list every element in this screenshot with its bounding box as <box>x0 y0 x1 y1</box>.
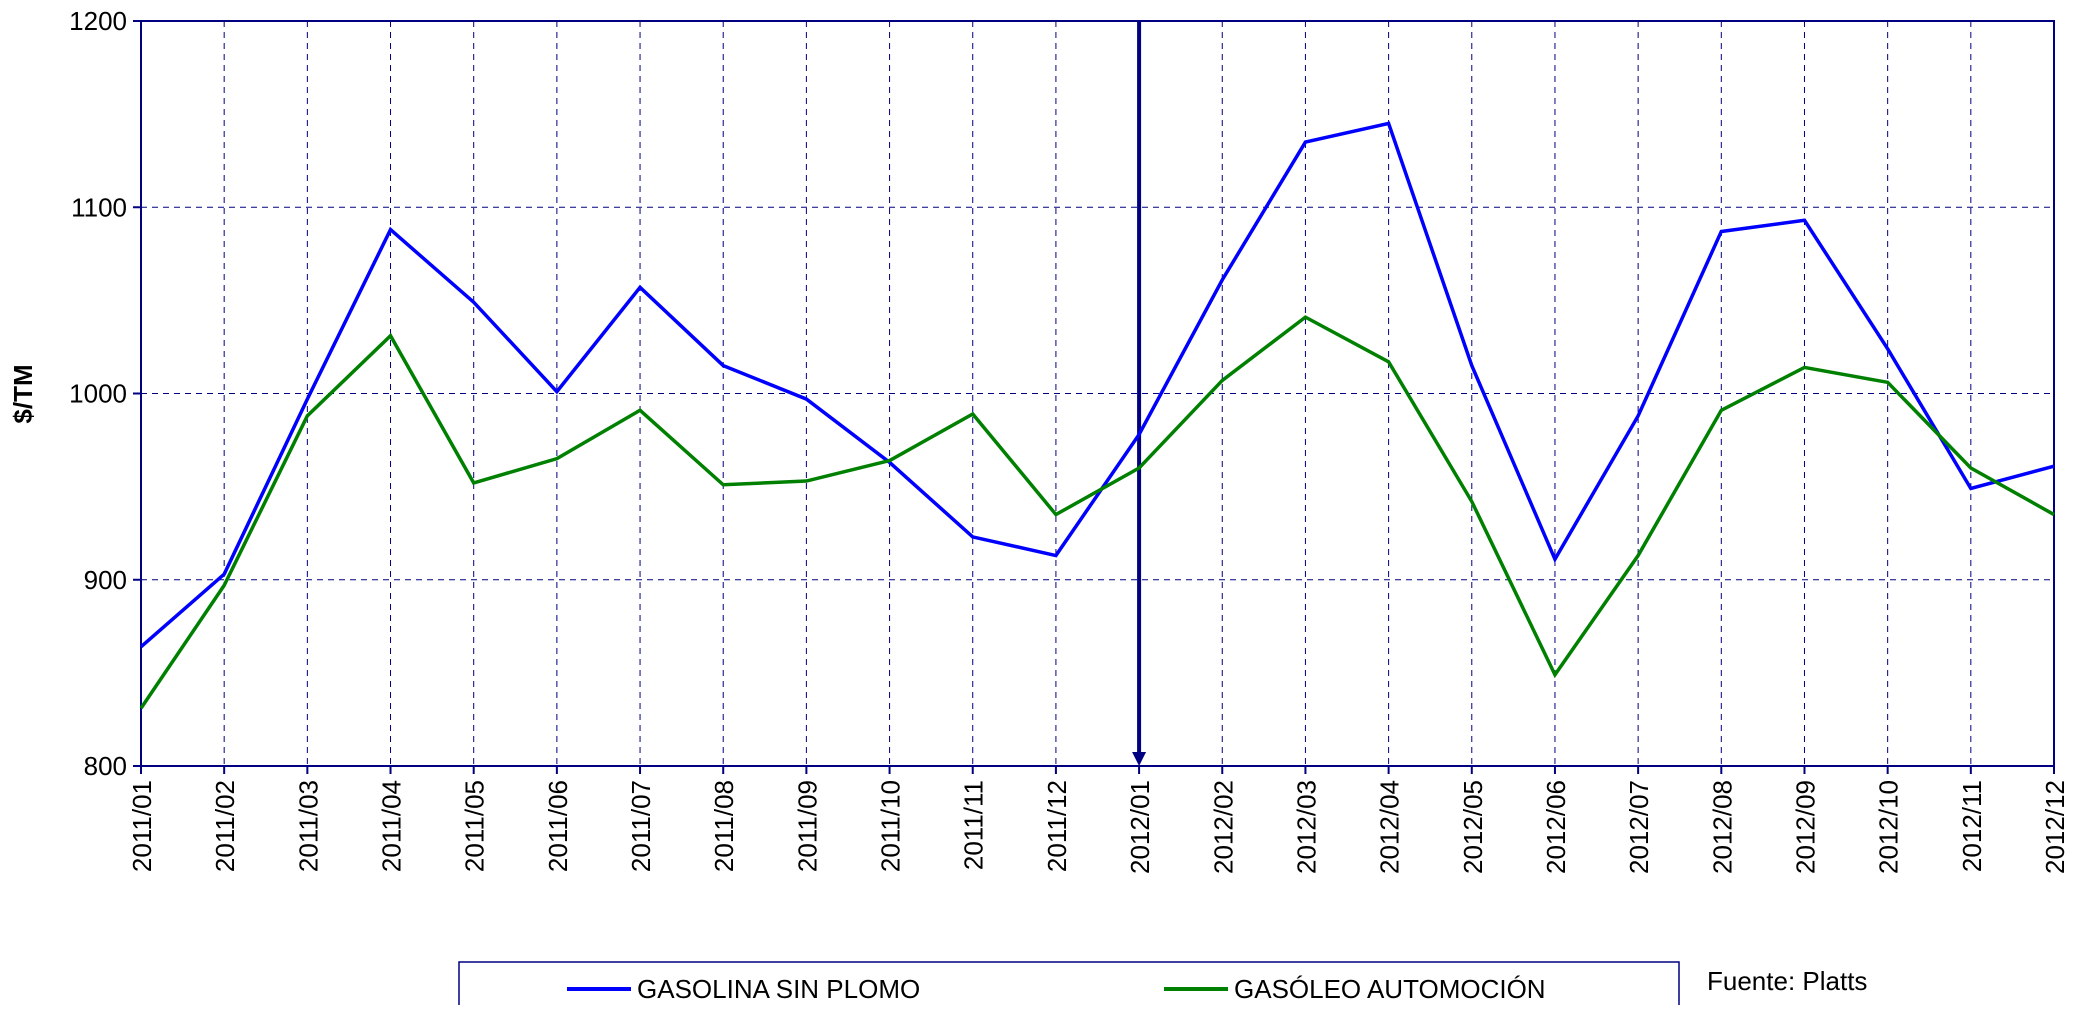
x-tick-label: 2011/04 <box>377 780 407 872</box>
line-series <box>139 121 2055 649</box>
plot-border <box>140 20 2055 767</box>
source-note: Fuente: Platts <box>1707 966 1867 996</box>
y-tick-label: 1100 <box>71 192 127 222</box>
x-tick-label: 2012/10 <box>1874 780 1904 874</box>
legend-label: GASÓLEO AUTOMOCIÓN <box>1234 974 1546 1004</box>
x-tick-label: 2012/11 <box>1957 780 1987 872</box>
y-tick-label: 800 <box>84 751 127 781</box>
x-tick-label: 2011/09 <box>792 780 822 872</box>
y-tick-label: 900 <box>84 565 127 595</box>
x-tick-label: 2011/10 <box>876 780 906 872</box>
x-tick-label: 2012/07 <box>1624 780 1654 874</box>
x-tick-label: 2011/12 <box>1042 780 1072 872</box>
x-tick-label: 2012/01 <box>1125 780 1155 874</box>
x-tick-label: 2011/11 <box>959 780 989 870</box>
x-tick-label: 2012/06 <box>1541 780 1571 874</box>
x-tick-label: 2011/07 <box>626 780 656 872</box>
x-tick-label: 2011/02 <box>210 780 240 872</box>
x-tick-label: 2012/05 <box>1458 780 1488 874</box>
legend-label: GASOLINA SIN PLOMO <box>637 974 920 1004</box>
line-series <box>139 315 2055 710</box>
x-tick-label: 2012/09 <box>1790 780 1820 874</box>
y-tick-label: 1200 <box>69 6 127 36</box>
y-axis-label: $/TM <box>8 364 38 423</box>
x-tick-label: 2011/05 <box>460 780 490 872</box>
x-tick-label: 2012/04 <box>1375 780 1405 874</box>
x-tick-label: 2012/12 <box>2040 780 2070 874</box>
x-tick-label: 2011/01 <box>127 780 157 872</box>
y-tick-label: 1000 <box>69 379 127 409</box>
x-tick-label: 2011/08 <box>709 780 739 872</box>
x-tick-label: 2011/03 <box>293 780 323 872</box>
x-tick-label: 2011/06 <box>543 780 573 872</box>
x-tick-label: 2012/02 <box>1208 780 1238 874</box>
x-tick-label: 2012/03 <box>1291 780 1321 874</box>
legend-box <box>458 961 1680 1010</box>
plot-area <box>141 21 2054 766</box>
x-tick-label: 2012/08 <box>1707 780 1737 874</box>
marker-arrow <box>1132 752 1147 766</box>
